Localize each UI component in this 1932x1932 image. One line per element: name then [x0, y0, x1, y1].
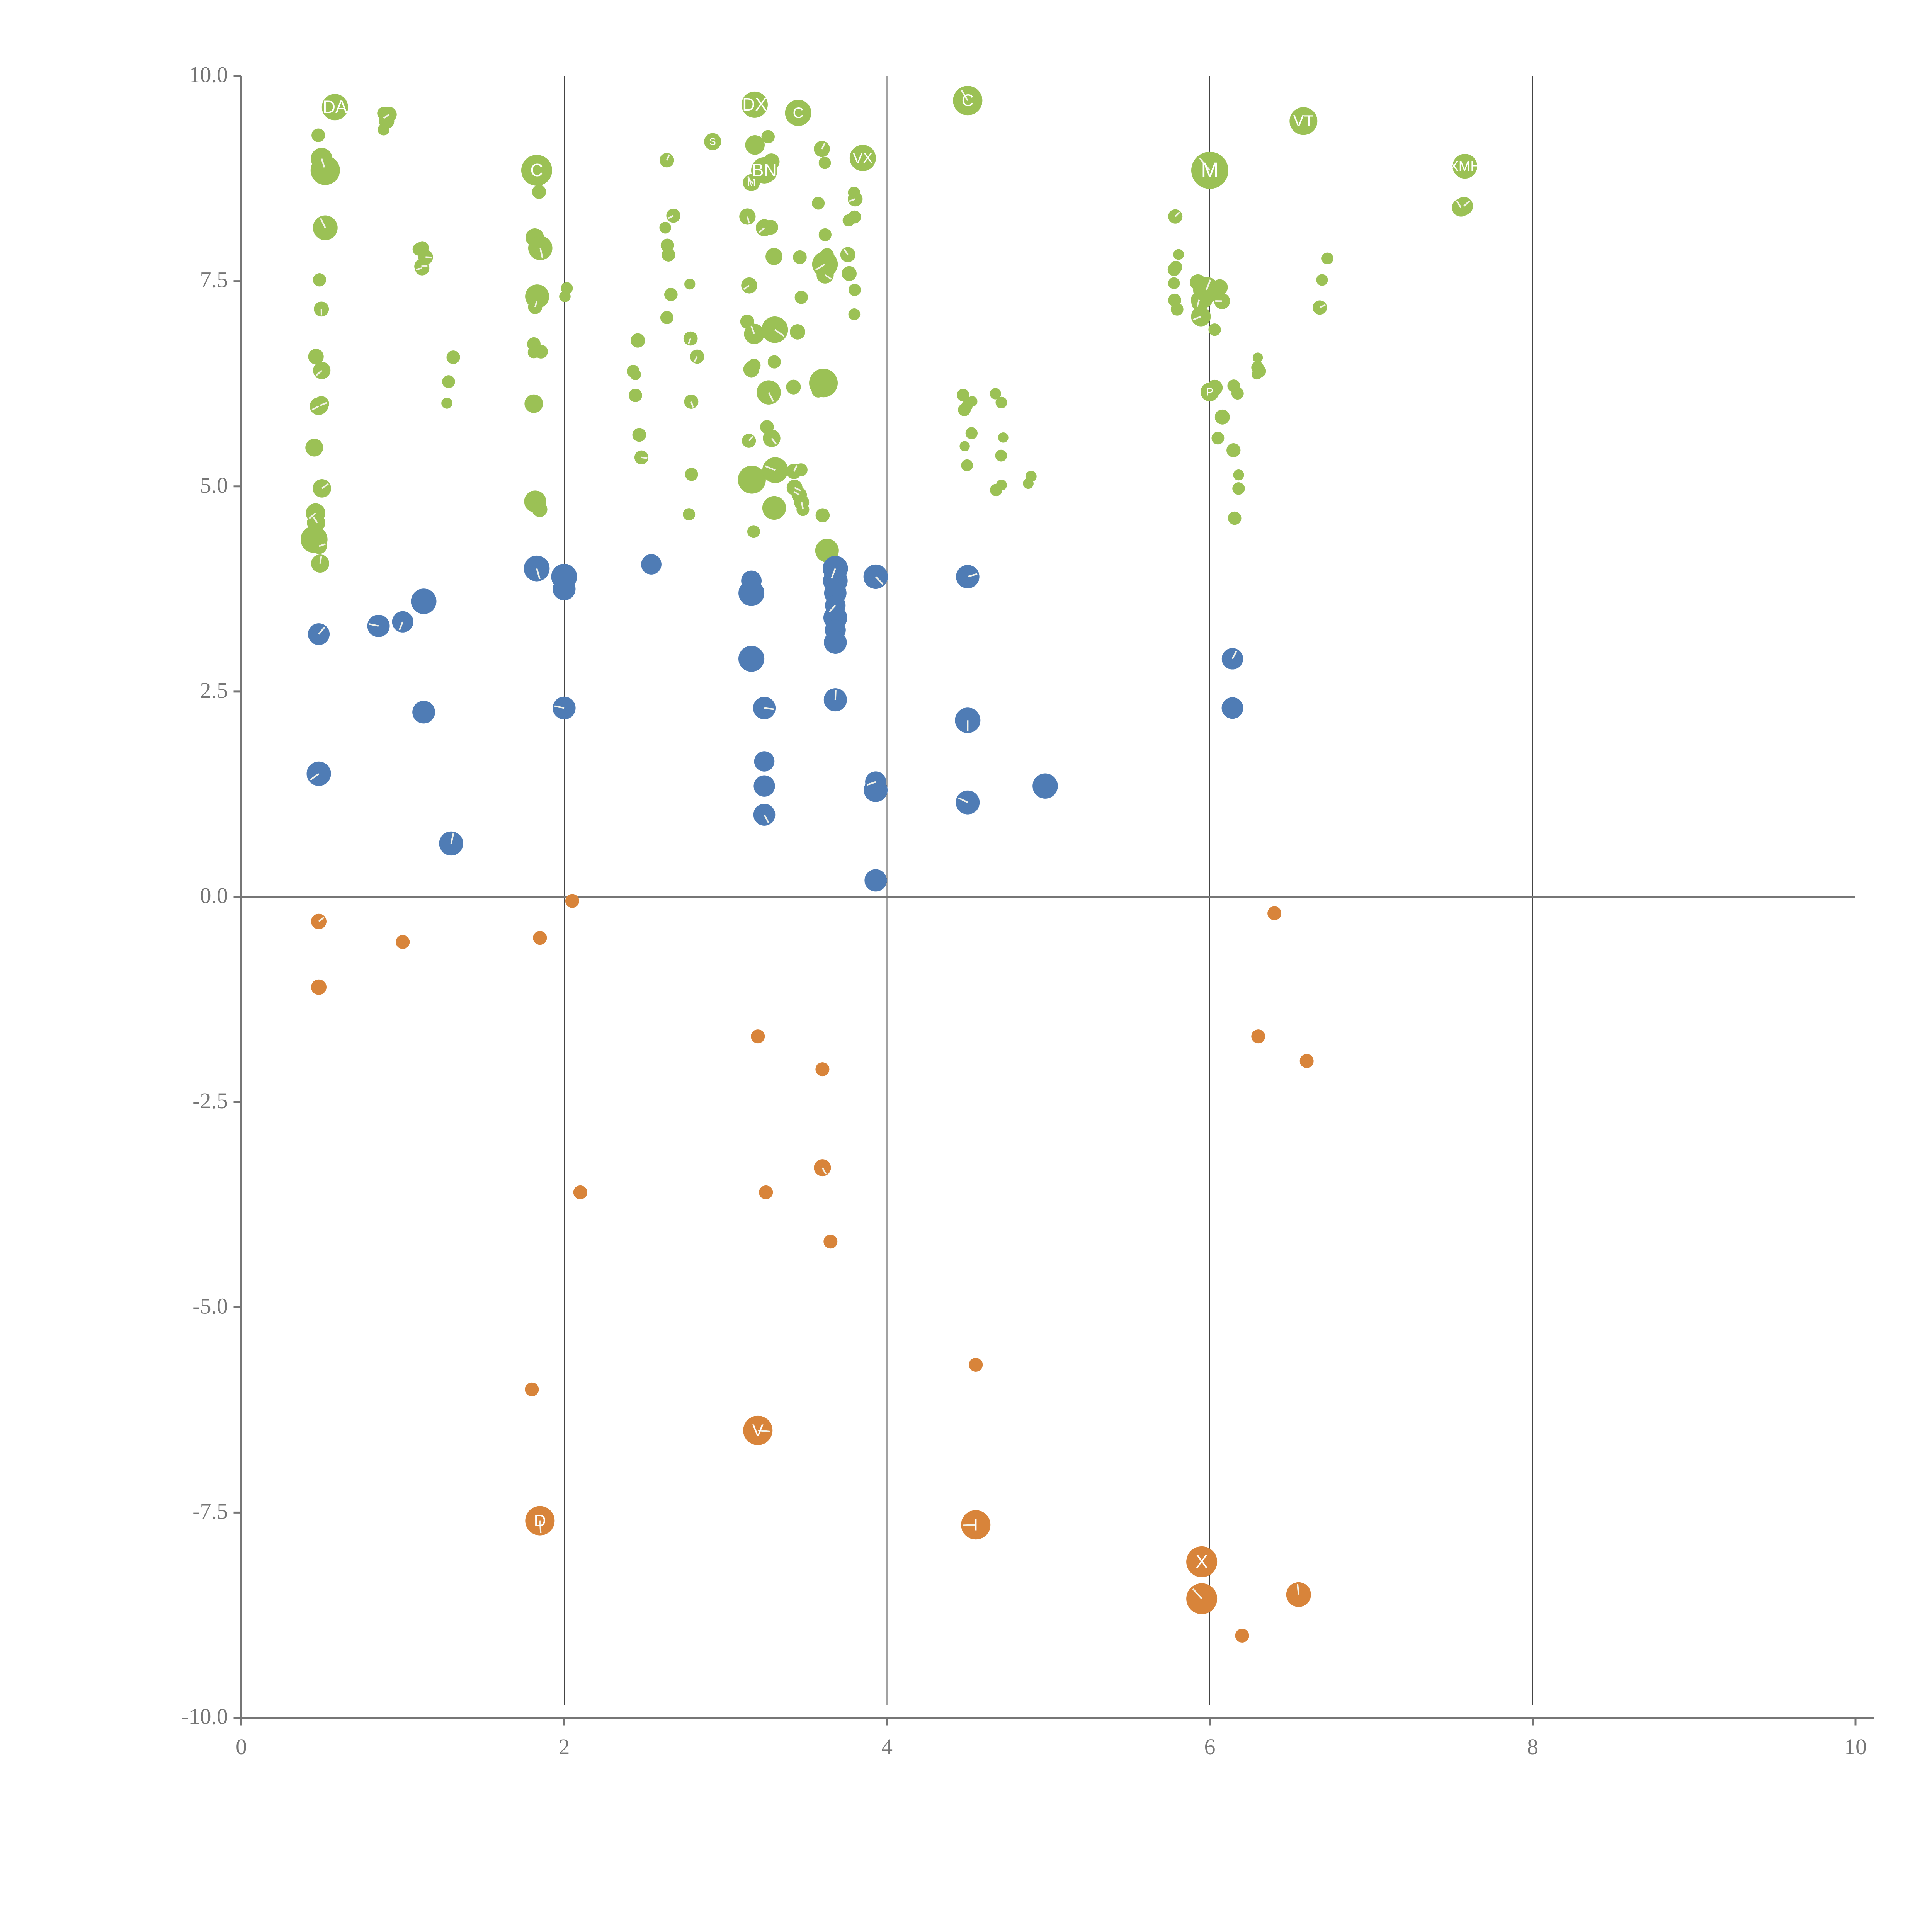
svg-text:-5.0: -5.0 — [192, 1293, 228, 1318]
svg-text:0.0: 0.0 — [200, 883, 228, 908]
svg-text:C: C — [793, 105, 804, 121]
svg-text:6: 6 — [1204, 1734, 1216, 1759]
svg-text:-7.5: -7.5 — [192, 1498, 228, 1524]
svg-text:0: 0 — [236, 1734, 247, 1759]
svg-text:DA: DA — [323, 97, 347, 117]
svg-text:X: X — [1196, 1551, 1208, 1571]
svg-text:2.5: 2.5 — [200, 678, 228, 703]
svg-text:8: 8 — [1527, 1734, 1538, 1759]
svg-text:I: I — [973, 1515, 978, 1534]
svg-text:VT: VT — [1293, 112, 1314, 130]
svg-text:V: V — [752, 1421, 764, 1440]
svg-text:D: D — [534, 1511, 546, 1530]
svg-text:P: P — [1206, 386, 1213, 398]
svg-text:BN: BN — [752, 160, 777, 180]
svg-text:DX: DX — [742, 94, 767, 114]
svg-text:C: C — [962, 91, 974, 110]
svg-text:S: S — [709, 136, 716, 147]
svg-text:4: 4 — [881, 1734, 893, 1759]
svg-text:M: M — [1201, 158, 1219, 182]
svg-text:7.5: 7.5 — [200, 267, 228, 293]
svg-text:C: C — [530, 160, 543, 180]
svg-text:XMH: XMH — [1449, 158, 1481, 174]
svg-text:10: 10 — [1844, 1734, 1867, 1759]
svg-text:10.0: 10.0 — [189, 62, 228, 87]
svg-text:2: 2 — [559, 1734, 570, 1759]
svg-text:-2.5: -2.5 — [192, 1088, 228, 1113]
svg-text:5.0: 5.0 — [200, 473, 228, 498]
svg-text:VX: VX — [853, 150, 873, 167]
svg-text:-10.0: -10.0 — [181, 1704, 228, 1729]
